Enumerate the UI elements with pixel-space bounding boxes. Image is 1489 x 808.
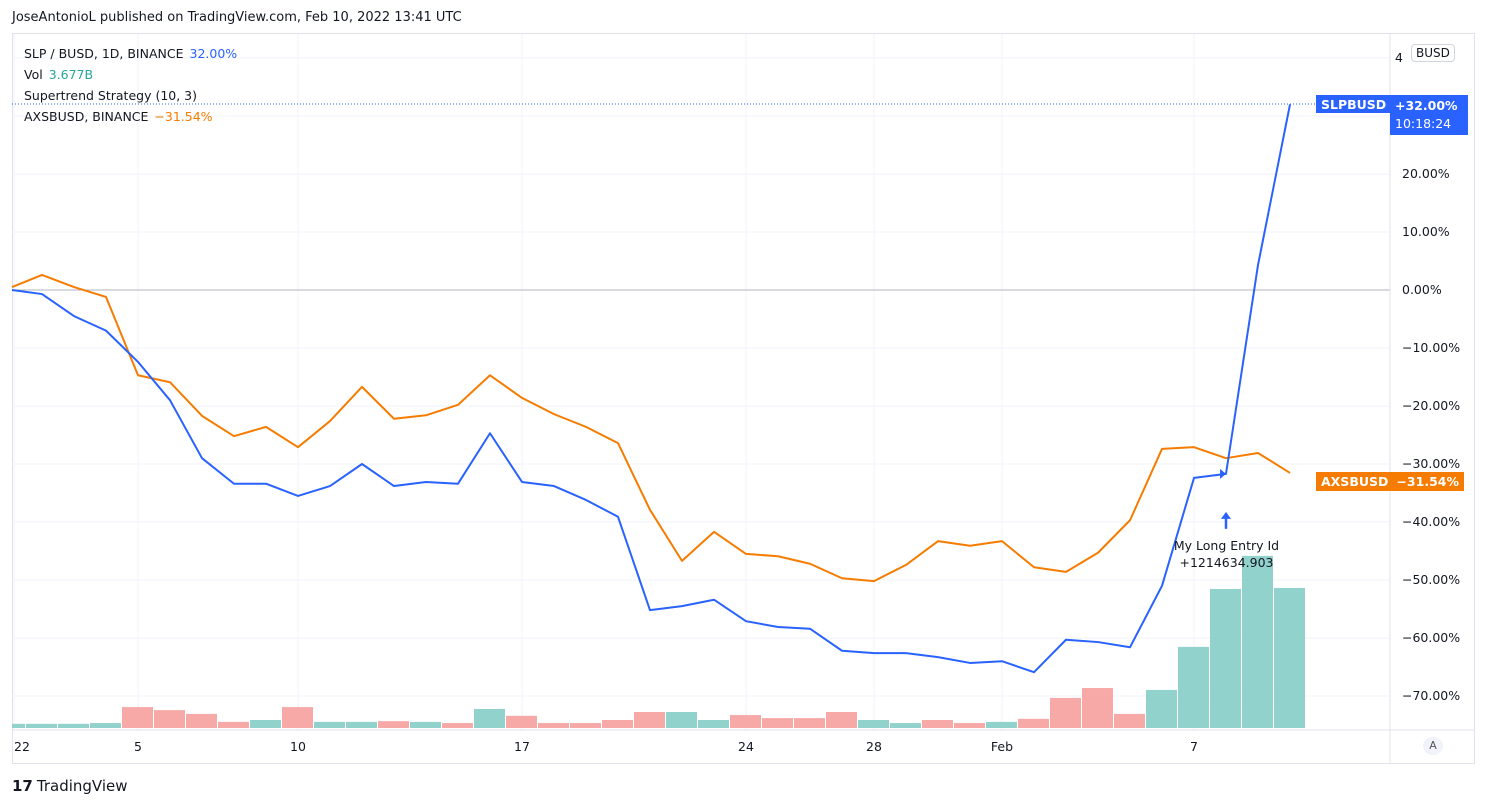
entry-arrow-up-icon xyxy=(1221,511,1231,519)
legend-main-value: 32.00% xyxy=(189,46,238,61)
series-lines xyxy=(11,104,1291,674)
entry-label: My Long Entry Id xyxy=(1173,538,1280,553)
volume-bar xyxy=(186,713,217,728)
x-tick-label: 5 xyxy=(134,739,142,754)
volume-bar xyxy=(986,721,1017,728)
volume-bar xyxy=(890,723,921,728)
volume-bar xyxy=(730,715,761,728)
legend-vol-value: 3.677B xyxy=(48,67,94,82)
legend-main-symbol: SLP / BUSD, 1D, BINANCE xyxy=(24,46,184,61)
price-axis-labels: 20.00% 10.00% 0.00% −10.00% −20.00% −30.00% −4… xyxy=(1402,166,1460,703)
volume-bar xyxy=(922,720,953,728)
x-tick-label: 22 xyxy=(14,739,30,754)
axs-price-tag: AXSBUSD −31.54% xyxy=(1316,472,1464,491)
legend-compare[interactable]: AXSBUSD, BINANCE −31.54% xyxy=(24,109,213,124)
volume-bar xyxy=(442,723,473,728)
auto-scale-button[interactable]: A xyxy=(1423,737,1443,755)
y-tick-label: 10.00% xyxy=(1402,224,1450,239)
volume-bar xyxy=(474,708,505,728)
entry-value: +1214634.903 xyxy=(1179,555,1274,570)
volume-bar xyxy=(346,721,377,728)
y-tick-label: −70.00% xyxy=(1402,688,1460,703)
volume-bar xyxy=(314,721,345,728)
volume-bar xyxy=(794,718,825,728)
volume-bars xyxy=(12,555,1305,728)
volume-bar xyxy=(698,720,729,728)
tradingview-logo-icon: 17 xyxy=(12,777,33,795)
volume-bar xyxy=(1210,589,1241,728)
axs-value: −31.54% xyxy=(1396,474,1459,489)
volume-bar xyxy=(282,707,313,728)
volume-bar xyxy=(26,723,57,728)
volume-bar xyxy=(378,721,409,728)
x-tick-label: 7 xyxy=(1190,739,1198,754)
volume-bar xyxy=(826,712,857,728)
volume-bar xyxy=(762,718,793,728)
entry-annotation: My Long Entry Id +1214634.903 xyxy=(1160,537,1293,571)
y-tick-label: −60.00% xyxy=(1402,630,1460,645)
legend-vol[interactable]: Vol 3.677B xyxy=(24,67,93,82)
entry-marker xyxy=(1220,468,1231,529)
volume-bar xyxy=(666,712,697,728)
volume-bar xyxy=(218,721,249,728)
x-tick-label: Feb xyxy=(991,739,1013,754)
entry-arrow-right-icon xyxy=(1220,468,1226,479)
volume-bar xyxy=(154,710,185,728)
axs-name: AXSBUSD xyxy=(1321,474,1389,489)
publish-info: JoseAntonioL published on TradingView.co… xyxy=(12,10,462,25)
volume-bar xyxy=(250,720,281,728)
slp-name-tag: SLPBUSD xyxy=(1316,95,1392,113)
legend-compare-value: −31.54% xyxy=(154,109,213,124)
y-tick-label: −50.00% xyxy=(1402,572,1460,587)
volume-bar xyxy=(602,720,633,728)
y-tick-label: 0.00% xyxy=(1402,282,1442,297)
legend-main[interactable]: SLP / BUSD, 1D, BINANCE 32.00% xyxy=(24,46,237,61)
chart-frame xyxy=(12,33,1475,764)
volume-bar xyxy=(570,723,601,728)
volume-bar xyxy=(1114,713,1145,728)
volume-bar xyxy=(1242,555,1273,728)
volume-bar xyxy=(90,723,121,728)
y-tick-label: −40.00% xyxy=(1402,514,1460,529)
y-tick-label: −30.00% xyxy=(1402,456,1460,471)
slp-price-tag: +32.00% 10:18:24 xyxy=(1390,95,1468,135)
x-tick-label: 28 xyxy=(866,739,882,754)
y-tick-label: −20.00% xyxy=(1402,398,1460,413)
tradingview-logo[interactable]: 17 TradingView xyxy=(12,777,128,795)
legend-compare-symbol: AXSBUSD, BINANCE xyxy=(24,109,149,124)
volume-bar xyxy=(122,707,153,728)
slp-line xyxy=(11,104,1291,674)
axs-line xyxy=(11,273,1291,583)
volume-bar xyxy=(410,721,441,728)
grid xyxy=(12,34,1390,730)
volume-bar xyxy=(1050,697,1081,728)
volume-bar xyxy=(1146,689,1177,728)
currency-button[interactable]: BUSD xyxy=(1411,44,1455,62)
logo-text: TradingView xyxy=(36,777,128,795)
legend-vol-label: Vol xyxy=(24,67,43,82)
volume-bar xyxy=(538,723,569,728)
time-axis-labels: 22 5 10 17 24 28 Feb 7 xyxy=(14,739,1198,754)
y-tick-label: −10.00% xyxy=(1402,340,1460,355)
x-tick-label: 24 xyxy=(738,739,754,754)
volume-bar xyxy=(1082,688,1113,728)
volume-bar xyxy=(1018,718,1049,728)
volume-bar xyxy=(58,723,89,728)
volume-bar xyxy=(858,720,889,728)
volume-bar xyxy=(12,723,25,728)
volume-bar xyxy=(634,712,665,728)
price-axis-top-label: 4 xyxy=(1395,50,1403,65)
volume-bar xyxy=(1178,646,1209,728)
x-tick-label: 17 xyxy=(514,739,530,754)
slp-countdown: 10:18:24 xyxy=(1395,116,1452,131)
volume-bar xyxy=(506,715,537,728)
x-tick-label: 10 xyxy=(290,739,306,754)
legend-strategy[interactable]: Supertrend Strategy (10, 3) xyxy=(24,88,197,103)
volume-bar xyxy=(1274,587,1305,728)
slp-price-value: +32.00% xyxy=(1395,98,1458,113)
volume-bar xyxy=(954,723,985,728)
y-tick-label: 20.00% xyxy=(1402,166,1450,181)
